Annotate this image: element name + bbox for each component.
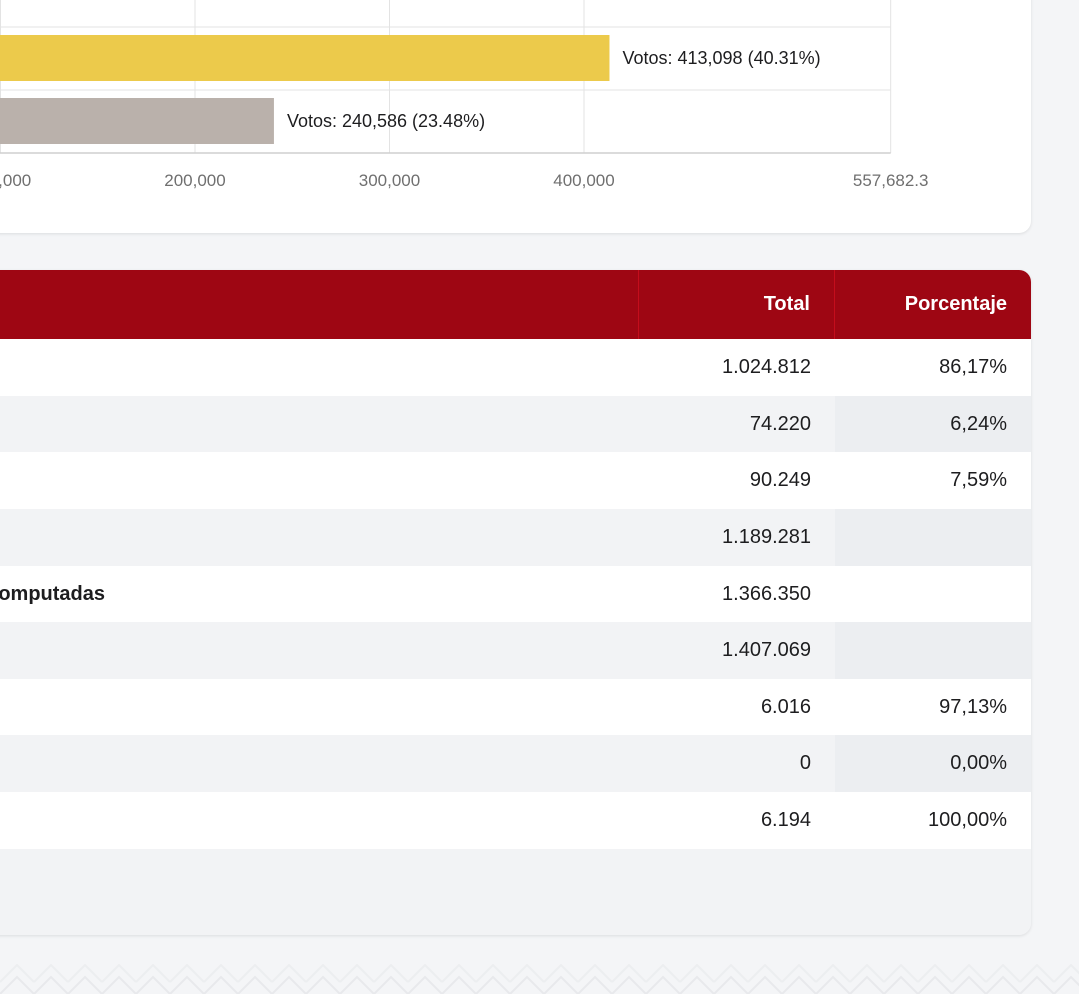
row-total: 1.189.281 xyxy=(722,526,811,548)
row-percentage xyxy=(835,622,1031,679)
table-row: 74.220 6,24% xyxy=(0,396,1031,453)
row-percentage: 6,24% xyxy=(835,396,1031,453)
table-row: 90.249 7,59% xyxy=(0,452,1031,509)
row-label xyxy=(0,339,639,396)
x-tick-label: 100,000 xyxy=(0,171,31,190)
row-label xyxy=(0,792,639,849)
row-total: 1.024.812 xyxy=(722,356,811,378)
row-label xyxy=(0,679,639,736)
row-total: 1.366.350 xyxy=(722,583,811,605)
row-label xyxy=(0,452,639,509)
row-percentage: 97,13% xyxy=(835,679,1031,736)
row-total: 0 xyxy=(799,752,811,774)
table-row: 6.194 100,00% xyxy=(0,792,1031,849)
header-label-column xyxy=(0,270,639,339)
row-total: 6.194 xyxy=(760,809,811,831)
table-header: Total Porcentaje xyxy=(0,270,1031,339)
bar-data-label: Votos: 240,586 (23.48%) xyxy=(287,111,485,131)
header-percentage: Porcentaje xyxy=(904,293,1007,315)
row-label xyxy=(0,509,639,566)
row-label xyxy=(0,396,639,453)
header-total: Total xyxy=(639,270,835,339)
bar[interactable] xyxy=(0,35,610,81)
table-row: 6.016 97,13% xyxy=(0,679,1031,736)
row-percentage: 86,17% xyxy=(835,339,1031,396)
row-percentage: 0,00% xyxy=(835,735,1031,792)
chart-card: Votos: 413,098 (40.31%) Votos: 240,586 (2… xyxy=(0,0,1031,233)
background-pattern xyxy=(0,964,1079,994)
row-percentage: 100,00% xyxy=(835,792,1031,849)
table-row: 1.407.069 xyxy=(0,622,1031,679)
table-row: omputadas 1.366.350 xyxy=(0,566,1031,623)
votes-bar-chart: Votos: 413,098 (40.31%) Votos: 240,586 (2… xyxy=(0,0,929,190)
x-tick-label: 200,000 xyxy=(164,171,225,190)
row-total: 90.249 xyxy=(749,469,811,491)
row-label xyxy=(0,622,639,679)
chart-bars: Votos: 413,098 (40.31%) Votos: 240,586 (2… xyxy=(0,35,821,144)
row-percentage xyxy=(835,566,1031,623)
x-tick-label: 557,682.3 xyxy=(853,171,929,190)
row-total: 6.016 xyxy=(760,696,811,718)
chart-ticks: 100,000 200,000 300,000 400,000 557,682.3 xyxy=(0,171,929,190)
bar[interactable] xyxy=(0,98,274,144)
row-total: 74.220 xyxy=(749,413,811,435)
table-row: 1.189.281 xyxy=(0,509,1031,566)
bar-data-label: Votos: 413,098 (40.31%) xyxy=(622,48,820,68)
x-tick-label: 400,000 xyxy=(553,171,614,190)
table-footer xyxy=(0,849,1031,935)
row-label: omputadas xyxy=(0,583,105,605)
row-total: 1.407.069 xyxy=(722,639,811,661)
row-percentage: 7,59% xyxy=(835,452,1031,509)
results-table: Total Porcentaje 1.024.812 86,17% 74.220… xyxy=(0,270,1031,935)
x-tick-label: 300,000 xyxy=(359,171,420,190)
row-percentage xyxy=(835,509,1031,566)
table-row: 0 0,00% xyxy=(0,735,1031,792)
row-label xyxy=(0,735,639,792)
table-row: 1.024.812 86,17% xyxy=(0,339,1031,396)
